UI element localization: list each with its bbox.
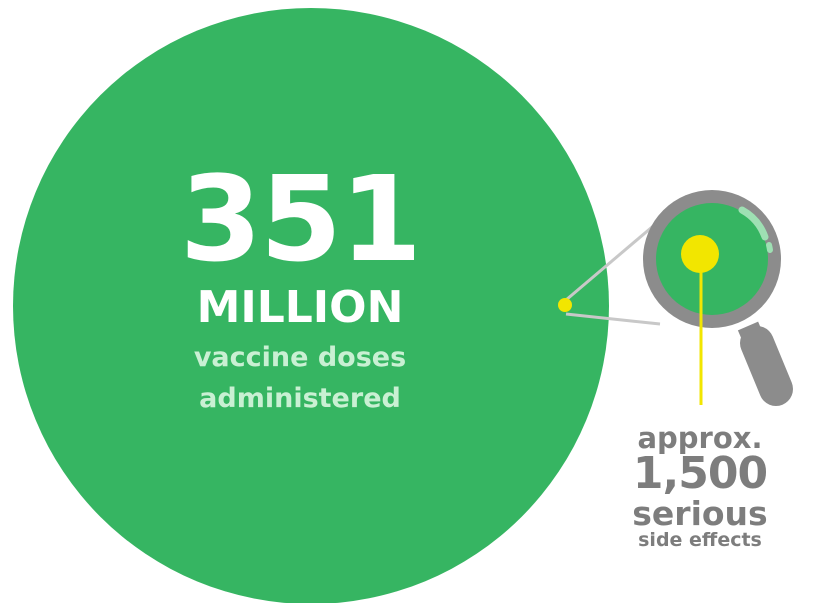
large-green-circle <box>13 8 609 603</box>
side-effects-label-line-1: serious <box>632 494 768 533</box>
connector-line-top <box>565 220 659 302</box>
side-effects-number: 1,500 <box>632 448 768 499</box>
doses-unit: MILLION <box>196 282 404 333</box>
doses-number: 351 <box>179 150 422 288</box>
doses-label-line-1: vaccine doses <box>193 342 407 373</box>
side-effects-label-line-2: side effects <box>638 529 762 551</box>
doses-label-line-2: administered <box>199 383 401 414</box>
connector-line-bottom <box>565 312 661 326</box>
side-effects-approx: approx. <box>637 421 763 455</box>
magnifying-glass-icon <box>643 190 793 406</box>
small-yellow-dot <box>558 298 572 312</box>
